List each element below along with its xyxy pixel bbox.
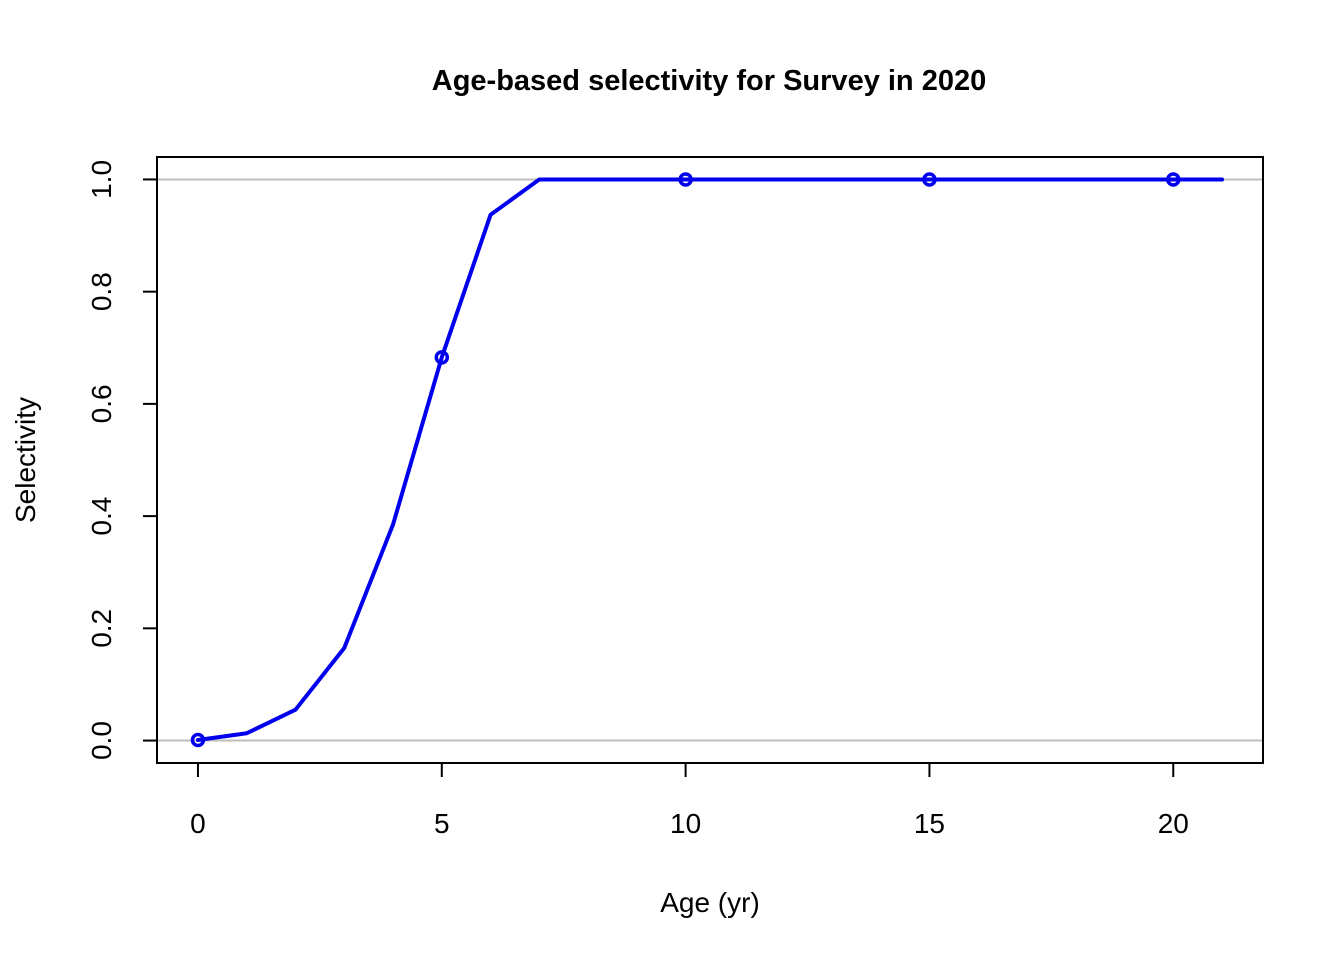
y-axis-label: Selectivity — [10, 397, 41, 523]
x-tick-label-0: 0 — [190, 808, 206, 839]
reference-lines — [157, 178, 1263, 742]
plot-series — [190, 172, 1225, 748]
y-tick-label-1: 0.2 — [86, 609, 117, 648]
y-tick-label-4: 0.8 — [86, 272, 117, 311]
x-tick-label-5: 5 — [434, 808, 450, 839]
y-tick-label-5: 1.0 — [86, 160, 117, 199]
data-point-age-20 — [1166, 172, 1181, 187]
y-tick-label-0: 0.0 — [86, 721, 117, 760]
y-tick-label-2: 0.4 — [86, 497, 117, 536]
data-point-age-15 — [922, 172, 937, 187]
data-point-age-0 — [190, 732, 206, 748]
x-tick-label-20: 20 — [1158, 808, 1189, 839]
y-tick-label-3: 0.6 — [86, 384, 117, 423]
x-tick-label-15: 15 — [914, 808, 945, 839]
data-point-age-10 — [678, 172, 693, 187]
data-point-age-5 — [434, 350, 450, 365]
x-tick-label-10: 10 — [670, 808, 701, 839]
x-axis: 0 5 10 15 20 — [190, 762, 1189, 839]
y-axis: 0.0 0.2 0.4 0.6 0.8 1.0 — [86, 160, 158, 760]
series-line — [195, 177, 1225, 742]
x-axis-label: Age (yr) — [660, 887, 760, 918]
chart-title: Age-based selectivity for Survey in 2020 — [432, 65, 986, 97]
